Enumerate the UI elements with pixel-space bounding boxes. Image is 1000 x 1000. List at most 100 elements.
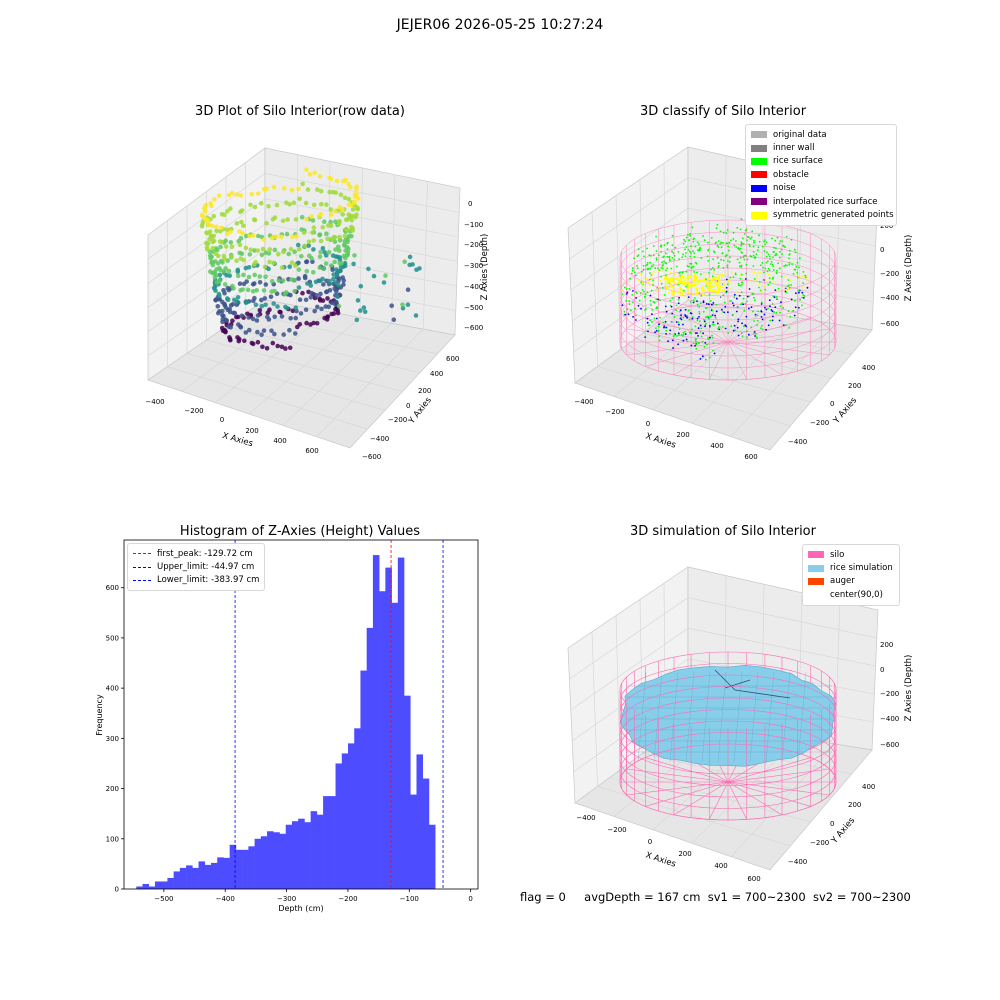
scatter-point bbox=[665, 310, 668, 313]
scatter-point bbox=[780, 301, 782, 304]
scatter-point bbox=[745, 263, 748, 266]
histogram-bar bbox=[285, 824, 293, 889]
scatter-point bbox=[795, 292, 797, 295]
scatter-point bbox=[790, 290, 793, 293]
scatter-point bbox=[714, 314, 716, 317]
x-tick-label: −300 bbox=[277, 895, 296, 903]
scatter-point bbox=[775, 247, 777, 250]
scatter-point bbox=[649, 299, 652, 302]
scatter-point bbox=[704, 323, 707, 326]
scatter-point bbox=[738, 248, 741, 251]
scatter-point bbox=[774, 306, 777, 308]
scatter-point bbox=[314, 293, 319, 298]
z-tick: −600 bbox=[880, 741, 899, 749]
scatter-point bbox=[660, 244, 663, 247]
scatter-point bbox=[634, 307, 636, 310]
scatter-point bbox=[346, 202, 352, 208]
scatter-point bbox=[648, 254, 651, 256]
scatter-point bbox=[768, 255, 771, 258]
scatter-point bbox=[802, 282, 805, 285]
scatter-point bbox=[349, 234, 354, 239]
scatter-point bbox=[235, 314, 241, 320]
scatter-point bbox=[779, 305, 782, 308]
scatter-point bbox=[317, 174, 323, 179]
scatter-point bbox=[225, 296, 230, 301]
x-tick: 0 bbox=[646, 420, 650, 428]
scatter-point bbox=[214, 280, 219, 285]
scatter-point bbox=[685, 285, 687, 288]
scatter-point bbox=[237, 281, 243, 287]
scatter-point bbox=[655, 235, 657, 238]
scatter-point bbox=[205, 241, 211, 246]
scatter-point bbox=[698, 312, 701, 315]
scatter-point bbox=[301, 230, 307, 235]
scatter-point bbox=[745, 325, 748, 328]
scatter-point bbox=[676, 335, 678, 337]
scatter-point bbox=[653, 317, 656, 320]
scatter-point bbox=[682, 339, 685, 342]
scatter-point bbox=[740, 242, 743, 245]
scatter-point bbox=[682, 271, 684, 273]
z-tick: −200 bbox=[464, 241, 483, 249]
scatter-point bbox=[760, 310, 763, 313]
scatter-point bbox=[714, 291, 718, 295]
scatter-point bbox=[795, 265, 798, 268]
scatter-point bbox=[279, 234, 284, 240]
scatter-point bbox=[762, 280, 765, 282]
scatter-point bbox=[684, 308, 687, 311]
scatter-point bbox=[671, 279, 675, 283]
scatter-point bbox=[736, 227, 739, 229]
scatter-point bbox=[213, 251, 219, 257]
scatter-point bbox=[305, 187, 311, 192]
scatter-point bbox=[739, 256, 742, 259]
scatter-point bbox=[678, 323, 680, 326]
scatter-point bbox=[732, 314, 734, 316]
scatter-point bbox=[293, 305, 299, 311]
scatter-point bbox=[246, 265, 252, 270]
histogram-bar bbox=[273, 832, 280, 889]
scatter-point bbox=[801, 291, 804, 294]
scatter-point bbox=[323, 261, 329, 266]
grid-line bbox=[730, 323, 836, 437]
scatter-point bbox=[709, 326, 711, 329]
scatter-point bbox=[722, 231, 725, 234]
scatter-point bbox=[293, 331, 298, 336]
scatter-point bbox=[776, 289, 779, 291]
scatter-point bbox=[695, 343, 697, 346]
scatter-point bbox=[309, 290, 314, 296]
legend-line bbox=[133, 579, 151, 581]
scatter-point bbox=[632, 301, 634, 303]
scatter-point bbox=[696, 291, 700, 294]
scatter-point bbox=[725, 232, 728, 235]
grid-line bbox=[724, 155, 727, 307]
scatter-point bbox=[696, 280, 700, 283]
scatter-point bbox=[211, 238, 217, 244]
scatter-point bbox=[657, 254, 660, 257]
scatter-point bbox=[666, 267, 669, 270]
scatter-point bbox=[740, 264, 743, 267]
scatter-point bbox=[280, 278, 286, 284]
scatter-point bbox=[779, 250, 781, 253]
scatter-point bbox=[319, 201, 324, 207]
scatter-point bbox=[743, 258, 746, 261]
silo-spoke bbox=[727, 341, 783, 376]
scatter-point bbox=[651, 321, 653, 323]
scatter-point bbox=[626, 291, 629, 294]
scatter-point bbox=[310, 230, 315, 235]
scatter-point bbox=[721, 308, 723, 311]
scatter-point bbox=[788, 327, 790, 329]
y-tick: 0 bbox=[406, 402, 410, 410]
scatter-point bbox=[342, 263, 348, 269]
scatter-point bbox=[761, 318, 764, 321]
histogram-bar bbox=[235, 849, 243, 889]
scatter-point bbox=[771, 319, 774, 322]
scatter-point bbox=[673, 334, 676, 336]
panel2-silo-wireframe bbox=[619, 219, 837, 381]
scatter-point bbox=[703, 318, 705, 321]
y-tick: −600 bbox=[362, 453, 381, 461]
scatter-point bbox=[696, 271, 698, 274]
histogram-bar bbox=[223, 857, 230, 889]
scatter-point bbox=[230, 283, 235, 289]
silo-spoke bbox=[727, 781, 748, 820]
scatter-point bbox=[342, 243, 347, 248]
